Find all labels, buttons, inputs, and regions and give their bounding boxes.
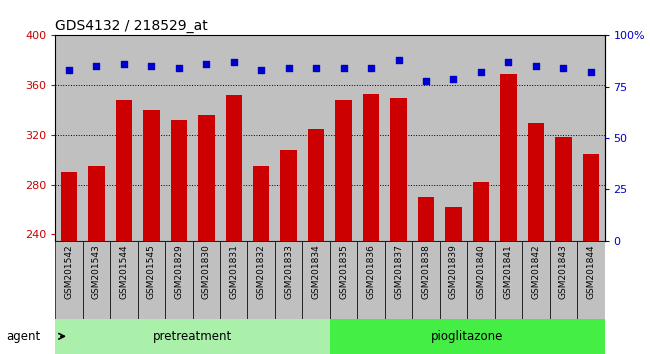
Text: GDS4132 / 218529_at: GDS4132 / 218529_at [55, 19, 208, 33]
Text: GSM201829: GSM201829 [174, 245, 183, 299]
Bar [330, 241, 358, 319]
Text: GSM201543: GSM201543 [92, 245, 101, 299]
Point [558, 65, 569, 71]
Bar [192, 241, 220, 319]
Text: GSM201841: GSM201841 [504, 245, 513, 299]
Bar [335, 100, 352, 241]
Bar [55, 319, 330, 354]
Bar [308, 129, 324, 241]
Bar [143, 110, 160, 241]
Bar [83, 241, 110, 319]
Bar [412, 241, 439, 319]
Text: GSM201544: GSM201544 [120, 245, 129, 299]
Bar [55, 241, 83, 319]
Bar [577, 241, 605, 319]
Bar [302, 241, 330, 319]
Bar [226, 95, 242, 241]
Text: GSM201545: GSM201545 [147, 245, 156, 299]
Bar [170, 120, 187, 241]
Point [503, 59, 514, 65]
Bar [439, 241, 467, 319]
Point [64, 68, 74, 73]
Bar [275, 241, 302, 319]
Point [146, 63, 157, 69]
Text: GSM201830: GSM201830 [202, 245, 211, 299]
Text: GSM201836: GSM201836 [367, 245, 376, 299]
Point [311, 65, 321, 71]
Text: pretreatment: pretreatment [153, 330, 232, 343]
Bar [116, 100, 132, 241]
Bar [390, 98, 407, 241]
Bar [528, 122, 544, 241]
Bar [418, 197, 434, 241]
Bar [253, 166, 270, 241]
Bar [363, 94, 380, 241]
Text: GSM201843: GSM201843 [559, 245, 568, 299]
Bar [198, 115, 214, 241]
Point [91, 63, 101, 69]
Point [119, 61, 129, 67]
Bar [60, 172, 77, 241]
Point [393, 57, 404, 63]
Bar [358, 241, 385, 319]
Point [229, 59, 239, 65]
Bar [550, 241, 577, 319]
Bar [500, 74, 517, 241]
Point [586, 69, 596, 75]
Text: agent: agent [6, 330, 41, 343]
Point [174, 65, 184, 71]
Bar [88, 166, 105, 241]
Point [256, 68, 266, 73]
Bar [248, 241, 275, 319]
Bar [467, 241, 495, 319]
Bar [385, 241, 412, 319]
Bar [220, 241, 248, 319]
Bar [111, 241, 138, 319]
Text: GSM201832: GSM201832 [257, 245, 266, 299]
Bar [582, 154, 599, 241]
Text: GSM201837: GSM201837 [394, 245, 403, 299]
Bar [555, 137, 571, 241]
Point [366, 65, 376, 71]
Point [283, 65, 294, 71]
Bar [445, 207, 462, 241]
Text: GSM201838: GSM201838 [421, 245, 430, 299]
Text: GSM201542: GSM201542 [64, 245, 73, 299]
Point [339, 65, 349, 71]
Text: GSM201839: GSM201839 [449, 245, 458, 299]
Text: GSM201844: GSM201844 [586, 245, 595, 299]
Text: GSM201833: GSM201833 [284, 245, 293, 299]
Text: pioglitazone: pioglitazone [431, 330, 503, 343]
Text: GSM201842: GSM201842 [531, 245, 540, 299]
Bar [330, 319, 604, 354]
Point [476, 69, 486, 75]
Point [530, 63, 541, 69]
Text: GSM201831: GSM201831 [229, 245, 239, 299]
Text: GSM201840: GSM201840 [476, 245, 486, 299]
Bar [165, 241, 192, 319]
Bar [522, 241, 550, 319]
Text: GSM201834: GSM201834 [311, 245, 320, 299]
Point [448, 76, 459, 81]
Text: GSM201835: GSM201835 [339, 245, 348, 299]
Point [201, 61, 211, 67]
Bar [495, 241, 522, 319]
Point [421, 78, 431, 84]
Bar [280, 150, 297, 241]
Bar [138, 241, 165, 319]
Bar [473, 182, 489, 241]
